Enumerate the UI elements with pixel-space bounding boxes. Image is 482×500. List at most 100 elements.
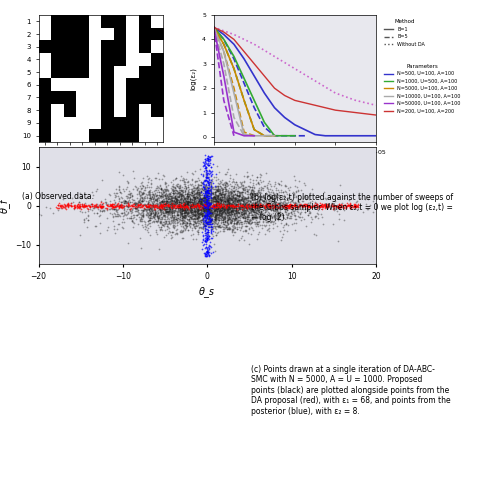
Point [214, 201, 222, 209]
Point [221, 214, 229, 222]
Point [159, 220, 166, 228]
Point [257, 202, 265, 210]
Point [200, 206, 208, 214]
Point [250, 201, 258, 209]
Point [138, 206, 146, 214]
Point [255, 228, 263, 236]
Point [169, 221, 177, 229]
Point [184, 216, 192, 224]
Point [244, 196, 252, 204]
Point [252, 218, 259, 226]
Point [219, 218, 227, 226]
Point [166, 212, 174, 220]
Point [175, 202, 183, 210]
Point [211, 228, 219, 236]
Point [247, 216, 254, 224]
Point [215, 212, 223, 220]
Point [185, 218, 192, 226]
Point [242, 216, 250, 224]
Point [73, 202, 80, 210]
Point [220, 192, 228, 200]
Point [209, 182, 216, 190]
Point [234, 196, 242, 203]
Point [204, 188, 212, 196]
Point [285, 186, 293, 194]
Point [240, 204, 248, 212]
Point [165, 204, 173, 212]
Point [175, 202, 183, 210]
Point [120, 197, 128, 205]
Point [154, 209, 162, 217]
Point [181, 190, 189, 198]
Point [157, 223, 165, 231]
Point [146, 208, 153, 216]
Point [205, 207, 213, 215]
Point [238, 181, 246, 189]
Point [222, 202, 229, 210]
Point [186, 211, 194, 219]
Point [218, 206, 226, 214]
Point [161, 192, 169, 200]
Point [291, 211, 298, 219]
Point [147, 214, 154, 222]
Point [200, 202, 208, 210]
Point [212, 192, 219, 200]
Point [109, 212, 117, 220]
Point [304, 206, 312, 214]
Point [161, 202, 168, 210]
Point [189, 216, 197, 224]
Point [205, 206, 213, 214]
Point [180, 198, 187, 205]
Point [203, 198, 211, 205]
Point [229, 204, 237, 212]
Point [189, 214, 197, 222]
Point [201, 212, 209, 220]
Point [257, 192, 265, 200]
Point [280, 230, 287, 238]
Point [257, 178, 265, 186]
Point [187, 176, 195, 184]
Point [166, 195, 174, 203]
Point [281, 196, 289, 204]
Point [296, 201, 304, 209]
Point [227, 186, 235, 194]
Point [151, 207, 159, 215]
Point [277, 181, 285, 189]
Point [168, 216, 176, 224]
Point [154, 186, 161, 194]
Point [181, 186, 189, 194]
Point [201, 182, 208, 190]
Point [199, 180, 207, 188]
Point [174, 204, 182, 212]
Point [268, 200, 276, 208]
Point [204, 156, 212, 164]
Point [167, 202, 174, 209]
Point [240, 196, 248, 203]
Point [251, 208, 259, 216]
Point [201, 184, 209, 192]
Point [180, 199, 188, 207]
Point [213, 196, 220, 203]
Point [128, 198, 136, 206]
Point [179, 198, 187, 205]
Point [241, 194, 249, 202]
Point [159, 200, 166, 208]
Point [347, 202, 354, 209]
Point [183, 198, 191, 206]
Point [218, 185, 226, 193]
Point [248, 202, 255, 210]
Point [233, 206, 241, 214]
Point [202, 212, 210, 220]
Point [167, 201, 175, 209]
Point [201, 155, 209, 163]
Point [239, 212, 247, 220]
Point [175, 216, 183, 224]
Point [171, 192, 179, 200]
Point [200, 200, 207, 208]
Point [323, 203, 331, 211]
Point [201, 210, 209, 218]
Point [141, 206, 149, 214]
Point [153, 194, 161, 202]
Point [241, 227, 249, 235]
Point [287, 202, 295, 209]
